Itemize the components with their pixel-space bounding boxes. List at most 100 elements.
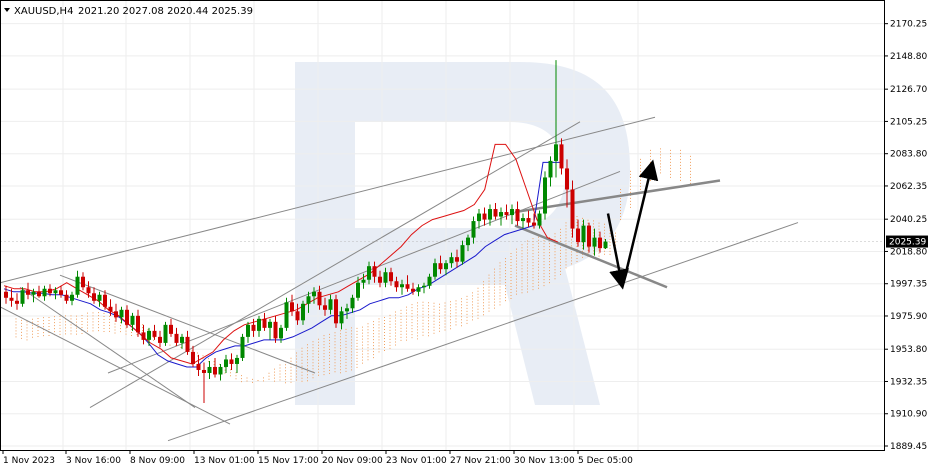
candle-body bbox=[345, 308, 349, 312]
y-tick-label: 1889.45 bbox=[890, 442, 927, 452]
candle-body bbox=[427, 276, 432, 286]
candle-body bbox=[306, 296, 311, 304]
candle-body bbox=[334, 299, 338, 324]
candle-body bbox=[240, 336, 245, 358]
candle-body bbox=[174, 333, 179, 343]
candle-body bbox=[218, 366, 223, 375]
trend-line bbox=[0, 306, 231, 425]
y-tick-label: 2018.80 bbox=[890, 247, 927, 257]
candle-body bbox=[213, 366, 217, 375]
candle-body bbox=[295, 311, 300, 321]
candle-body bbox=[466, 237, 470, 246]
candle-body bbox=[202, 369, 206, 373]
candle-body bbox=[471, 221, 476, 238]
candle-body bbox=[229, 359, 234, 364]
candle-body bbox=[152, 330, 157, 337]
trend-lines bbox=[0, 116, 799, 442]
candle-body bbox=[521, 218, 525, 222]
candle-body bbox=[163, 324, 168, 343]
candle-body bbox=[37, 291, 41, 297]
candle-body bbox=[9, 297, 14, 301]
chart-title: XAUUSD,H4 2021.20 2027.08 2020.44 2025.3… bbox=[4, 6, 253, 17]
candle-body bbox=[383, 272, 388, 283]
candle-body bbox=[548, 160, 553, 178]
x-tick-label: 15 Nov 17:00 bbox=[258, 456, 319, 466]
candle-body bbox=[592, 237, 597, 247]
candle-body bbox=[554, 144, 558, 161]
candle-body bbox=[455, 257, 459, 262]
forecast-arrows bbox=[606, 159, 659, 290]
candle-body bbox=[493, 209, 498, 217]
candle-body bbox=[114, 311, 118, 318]
candle-body bbox=[273, 321, 278, 339]
candle-body bbox=[4, 291, 8, 298]
y-tick-label: 2083.80 bbox=[890, 150, 927, 160]
x-tick-label: 30 Nov 13:00 bbox=[514, 456, 575, 466]
candle-body bbox=[158, 336, 162, 343]
candle-body bbox=[125, 309, 129, 325]
candle-body bbox=[389, 272, 393, 282]
candle-body bbox=[81, 276, 85, 288]
trend-line bbox=[107, 170, 621, 374]
candle-body bbox=[515, 209, 520, 222]
y-tick-label: 2040.25 bbox=[890, 215, 927, 225]
ohlc-label: 2021.20 2027.08 2020.44 2025.39 bbox=[78, 6, 253, 17]
candle-body bbox=[488, 209, 492, 220]
candle-body bbox=[64, 294, 69, 301]
candle-body bbox=[246, 324, 250, 337]
candle-body bbox=[262, 318, 267, 328]
candle-body bbox=[394, 281, 399, 288]
candle-body bbox=[499, 212, 503, 217]
x-tick-label: 27 Nov 21:00 bbox=[450, 456, 511, 466]
candle-body bbox=[75, 276, 80, 295]
candle-body bbox=[482, 213, 487, 220]
candle-body bbox=[207, 366, 212, 373]
candle-body bbox=[460, 245, 465, 262]
candlestick-series bbox=[4, 60, 608, 404]
candle-body bbox=[301, 303, 305, 321]
y-tick-label: 2105.25 bbox=[890, 117, 927, 127]
candle-body bbox=[323, 305, 327, 310]
candle-body bbox=[532, 222, 536, 226]
candle-body bbox=[235, 357, 239, 364]
time-axis: 1 Nov 2023 3 Nov 16:00 8 Nov 09:00 13 Nov 0… bbox=[2, 450, 633, 466]
candle-body bbox=[361, 279, 366, 283]
candle-body bbox=[477, 213, 481, 222]
candle-body bbox=[130, 315, 135, 325]
candle-body bbox=[367, 266, 371, 280]
y-tick-label: 2170.25 bbox=[890, 20, 927, 30]
candle-body bbox=[257, 318, 261, 331]
candle-body bbox=[141, 332, 146, 340]
x-tick-label: 8 Nov 09:00 bbox=[130, 456, 185, 466]
candle-body bbox=[70, 294, 74, 301]
x-tick-label: 20 Nov 09:00 bbox=[322, 456, 383, 466]
candle-body bbox=[284, 302, 289, 328]
candle-body bbox=[15, 300, 19, 304]
kijun-sen-line bbox=[3, 161, 563, 368]
candle-body bbox=[312, 291, 316, 297]
trend-line bbox=[514, 179, 721, 214]
y-tick-label: 1997.35 bbox=[890, 280, 927, 290]
candle-body bbox=[59, 290, 63, 295]
candle-body bbox=[339, 311, 344, 324]
x-tick-label: 3 Nov 16:00 bbox=[66, 456, 121, 466]
candle-body bbox=[290, 302, 294, 312]
candle-body bbox=[224, 359, 228, 367]
candle-body bbox=[537, 213, 542, 226]
forecast-arrow-up bbox=[623, 159, 659, 278]
candle-body bbox=[92, 293, 96, 301]
candle-body bbox=[416, 287, 421, 292]
trend-line bbox=[0, 116, 656, 284]
y-tick-label: 2126.70 bbox=[890, 85, 927, 95]
candle-body bbox=[587, 225, 591, 247]
symbol-label: XAUUSD,H4 bbox=[14, 6, 73, 17]
candle-body bbox=[565, 168, 569, 190]
candle-body bbox=[268, 321, 272, 328]
tenkan-sen-line bbox=[3, 143, 558, 365]
y-tick-label: 1910.90 bbox=[890, 410, 927, 420]
x-tick-label: 1 Nov 2023 bbox=[3, 456, 55, 466]
x-tick-label: 23 Nov 01:00 bbox=[386, 456, 447, 466]
candle-body bbox=[449, 257, 454, 264]
candle-body bbox=[570, 189, 575, 229]
